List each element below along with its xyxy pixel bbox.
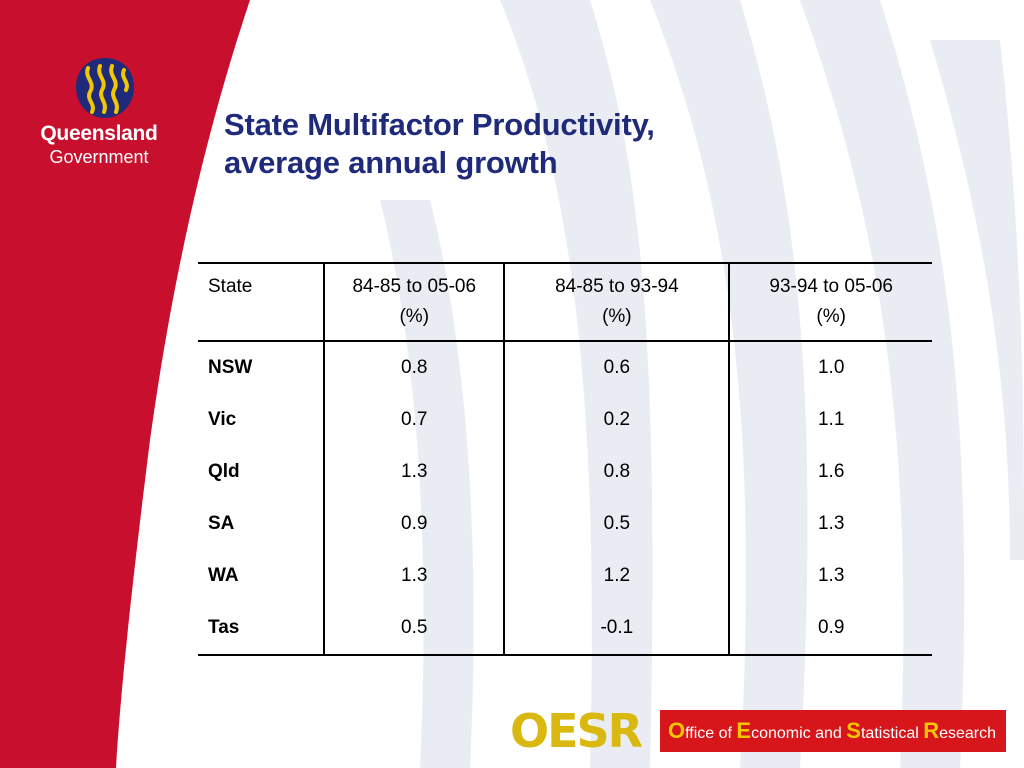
oesr-tagline-bar: Office of Economic and Statistical Resea… xyxy=(660,710,1006,752)
cell-value: 0.5 xyxy=(323,602,505,656)
table-row: SA 0.9 0.5 1.3 xyxy=(198,498,932,550)
slide-title-line-1: State Multifactor Productivity, xyxy=(224,107,655,142)
queensland-emblem-icon xyxy=(76,58,134,118)
tag-text: esearch xyxy=(939,725,997,742)
cell-value: 0.7 xyxy=(323,394,505,446)
table-row: Vic 0.7 0.2 1.1 xyxy=(198,394,932,446)
table-row: NSW 0.8 0.6 1.0 xyxy=(198,341,932,394)
header-period-94-06: 93-94 to 05-06 (%) xyxy=(728,262,932,342)
header-period-label: 84-85 to 05-06 xyxy=(352,276,477,297)
cell-value: 0.8 xyxy=(503,446,730,498)
row-label: Vic xyxy=(208,409,237,430)
cell-value: 0.2 xyxy=(503,394,730,446)
queensland-government-logo: Queensland Government xyxy=(34,56,164,176)
table-header-row: State 84-85 to 05-06 (%) 84-85 to 93-94 … xyxy=(198,262,932,342)
government-wordmark: Government xyxy=(49,147,149,167)
table-body: NSW 0.8 0.6 1.0 Vic 0.7 0.2 1.1 Qld 1.3 … xyxy=(198,341,932,656)
cell-value: 1.3 xyxy=(728,498,932,550)
tag-letter: S xyxy=(846,718,861,743)
tag-text: conomic and xyxy=(751,725,847,742)
cell-value: 1.3 xyxy=(728,550,932,602)
slide-title-line-2: average annual growth xyxy=(224,145,558,180)
cell-value: 1.0 xyxy=(728,341,932,394)
table-row: Tas 0.5 -0.1 0.9 xyxy=(198,602,932,656)
header-period-label: 93-94 to 05-06 xyxy=(769,276,893,297)
oesr-logo: O E S R Office of Economic and Statistical … xyxy=(510,706,1010,754)
tag-text: tatistical xyxy=(860,725,924,742)
header-period-84-94: 84-85 to 93-94 (%) xyxy=(503,262,730,342)
header-unit-label: (%) xyxy=(602,306,632,327)
cell-value: 1.3 xyxy=(323,446,505,498)
oesr-tagline: Office of Economic and Statistical Resea… xyxy=(668,719,996,746)
header-state: State xyxy=(198,262,325,342)
cell-value: 1.1 xyxy=(728,394,932,446)
productivity-table: State 84-85 to 05-06 (%) 84-85 to 93-94 … xyxy=(198,262,932,656)
tag-letter: R xyxy=(923,718,940,743)
header-period-label: 84-85 to 93-94 xyxy=(555,276,679,297)
header-period-84-06: 84-85 to 05-06 (%) xyxy=(323,262,505,342)
cell-value: 1.3 xyxy=(323,550,505,602)
tag-letter: E xyxy=(736,718,752,743)
tag-text: ffice of xyxy=(685,725,737,742)
cell-value: 0.5 xyxy=(503,498,730,550)
row-label: Tas xyxy=(198,602,325,656)
cell-value: 1.6 xyxy=(728,446,932,498)
cell-value: -0.1 xyxy=(503,602,730,656)
cell-value: 0.8 xyxy=(323,341,505,394)
cell-value: 0.9 xyxy=(323,498,505,550)
cell-value: 0.6 xyxy=(503,341,730,394)
row-label: SA xyxy=(208,513,235,534)
row-label: NSW xyxy=(208,357,253,378)
header-unit-label: (%) xyxy=(816,306,846,327)
cell-value: 0.9 xyxy=(728,602,932,656)
table-row: Qld 1.3 0.8 1.6 xyxy=(198,446,932,498)
header-state-label: State xyxy=(208,276,253,297)
slide-title: State Multifactor Productivity, average … xyxy=(224,106,784,182)
row-label: Qld xyxy=(208,461,240,482)
tag-letter: O xyxy=(668,718,686,743)
cell-value: 1.2 xyxy=(503,550,730,602)
queensland-wordmark: Queensland xyxy=(40,122,158,145)
oesr-mark: OESR xyxy=(510,704,643,758)
row-label: WA xyxy=(208,565,239,586)
table-header: State 84-85 to 05-06 (%) 84-85 to 93-94 … xyxy=(198,262,932,342)
header-unit-label: (%) xyxy=(399,306,430,327)
table-row: WA 1.3 1.2 1.3 xyxy=(198,550,932,602)
crimson-side-band xyxy=(0,0,250,768)
